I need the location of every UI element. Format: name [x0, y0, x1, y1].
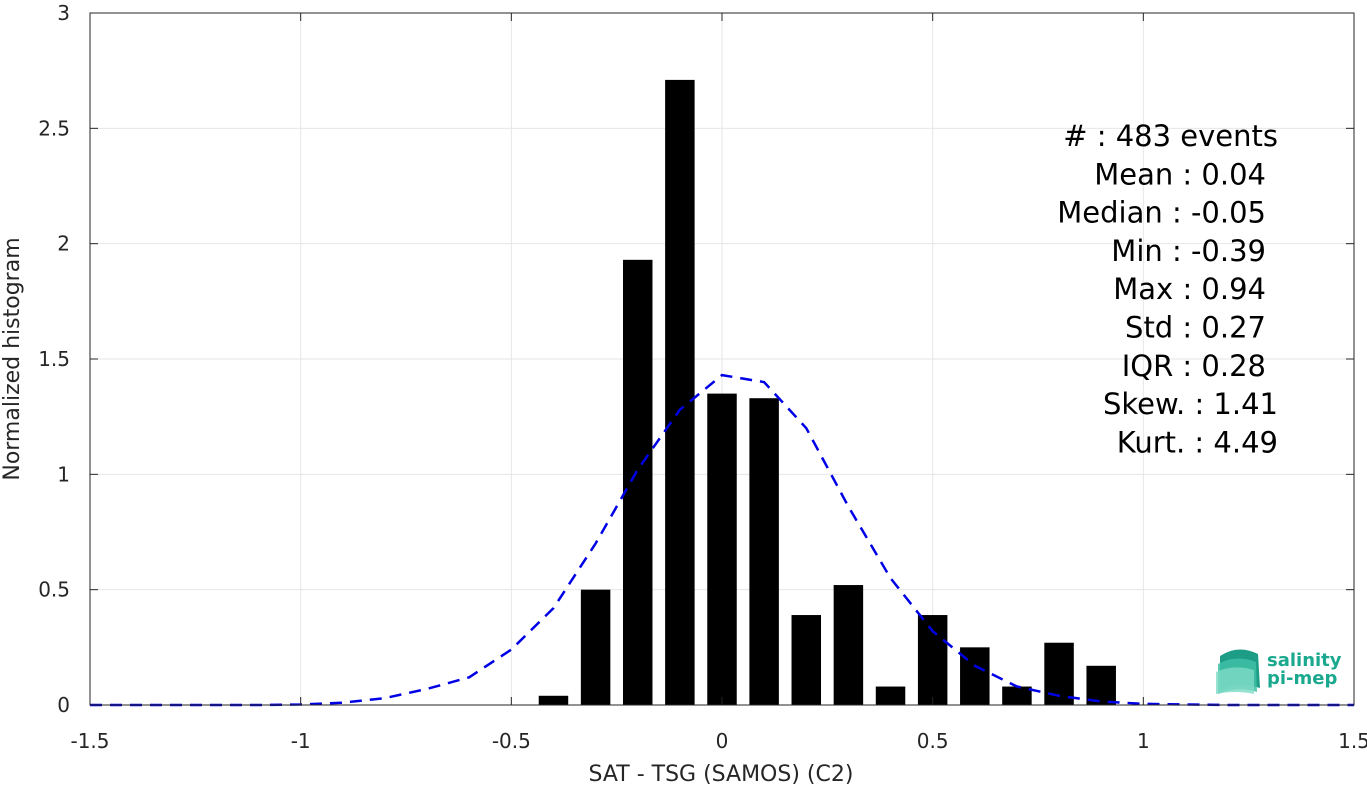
histogram-bar [791, 615, 822, 705]
x-tick-label: -1.5 [70, 729, 109, 753]
y-tick-label: 1.5 [38, 347, 70, 371]
histogram-bar [833, 585, 864, 705]
stat-line: IQR : 0.28 [1122, 349, 1266, 383]
bars [538, 79, 1116, 706]
logo-text-line2: pi-mep [1267, 668, 1337, 689]
histogram-bar [707, 393, 737, 705]
stat-line: Std : 0.27 [1125, 311, 1266, 345]
stat-line: Median : -0.05 [1057, 196, 1266, 230]
stat-line: Max : 0.94 [1113, 272, 1266, 306]
y-tick-label: 0 [57, 693, 70, 717]
histogram-bar [917, 615, 948, 705]
logo-text-line1: salinity [1267, 650, 1342, 671]
x-tick-label: -1 [291, 729, 311, 753]
histogram-bar [749, 398, 779, 705]
x-axis-title: SAT - TSG (SAMOS) (C2) [589, 762, 854, 785]
histogram-bar [538, 695, 569, 705]
histogram-bar [622, 259, 653, 705]
stat-line: Min : -0.39 [1111, 234, 1266, 268]
stat-line: # : 483 events [1063, 119, 1278, 153]
logo-icon [1216, 649, 1260, 694]
x-axis-ticks: -1.5 -1 -0.5 0 0.5 1 1.5 [70, 13, 1367, 753]
y-tick-label: 2.5 [38, 116, 70, 140]
stat-line: Mean : 0.04 [1094, 157, 1266, 191]
x-tick-label: 0.5 [917, 729, 949, 753]
y-axis-ticks: 0 0.5 1 1.5 2 2.5 3 [38, 1, 1354, 717]
y-tick-label: 1 [57, 462, 70, 486]
stat-line: Skew. : 1.41 [1103, 387, 1278, 421]
x-tick-label: 1 [1137, 729, 1150, 753]
histogram-bar [665, 79, 695, 706]
x-tick-label: -0.5 [492, 729, 531, 753]
x-tick-label: 0 [716, 729, 729, 753]
histogram-bar [580, 589, 611, 705]
salinity-pi-mep-logo: salinity pi-mep [1216, 649, 1342, 694]
stat-line: Kurt. : 4.49 [1117, 425, 1278, 459]
histogram-bar [875, 686, 906, 705]
histogram-bar [1002, 686, 1032, 705]
y-tick-label: 0.5 [38, 578, 70, 602]
histogram-bar [1086, 665, 1116, 705]
stats-box: # : 483 events Mean : 0.04 Median : -0.05 M… [1057, 119, 1278, 459]
y-tick-label: 2 [57, 232, 70, 256]
x-tick-label: 1.5 [1338, 729, 1367, 753]
y-axis-title: Normalized histogram [0, 237, 25, 480]
y-tick-label: 3 [57, 1, 70, 25]
